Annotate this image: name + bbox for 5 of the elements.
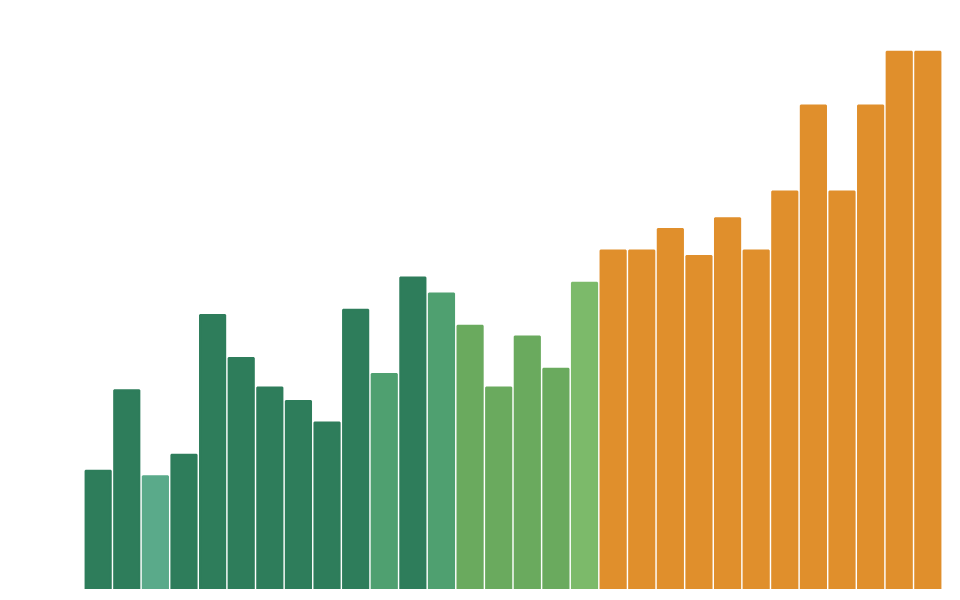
- bar: [370, 373, 398, 589]
- bar: [141, 475, 169, 589]
- bar: [427, 292, 456, 589]
- bar: [570, 281, 599, 589]
- bar: [399, 276, 427, 589]
